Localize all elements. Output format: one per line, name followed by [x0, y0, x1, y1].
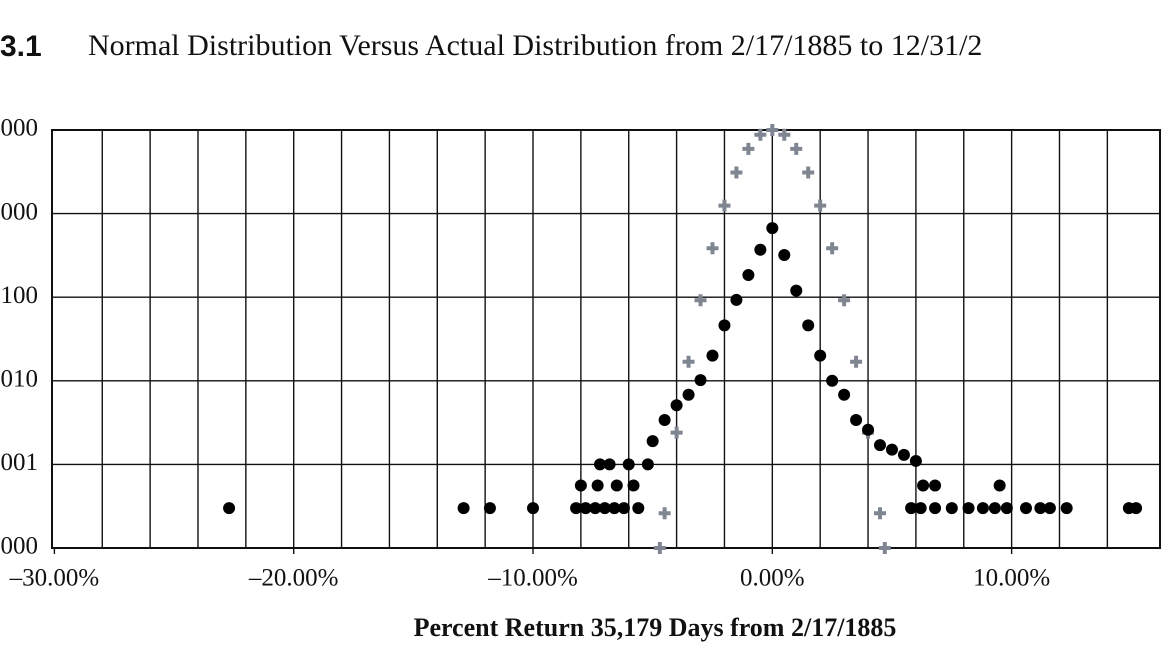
point [603, 458, 616, 471]
chart-title: Normal Distribution Versus Actual Distri… [88, 29, 982, 62]
point [730, 166, 743, 179]
point [632, 502, 645, 515]
point [641, 458, 654, 471]
point [885, 443, 898, 456]
point [850, 355, 863, 368]
point [694, 294, 707, 307]
point [862, 423, 875, 436]
y-tick-label: 001 [1, 449, 39, 476]
point [802, 319, 815, 332]
point [718, 319, 731, 332]
point [914, 502, 927, 515]
point [608, 502, 621, 515]
point [591, 479, 604, 492]
point [790, 284, 803, 297]
point [874, 507, 887, 520]
point [670, 399, 683, 412]
y-tick-label: 000 [1, 533, 39, 560]
point [457, 502, 470, 515]
point [579, 502, 592, 515]
point [878, 542, 891, 554]
point [646, 435, 659, 448]
point [682, 388, 695, 401]
point [826, 374, 839, 387]
point [742, 269, 755, 282]
point [993, 479, 1006, 492]
point [905, 502, 918, 515]
point [929, 479, 942, 492]
point [653, 542, 666, 554]
point [814, 349, 827, 362]
point [766, 222, 779, 235]
point [223, 502, 236, 515]
point [706, 242, 719, 255]
point [658, 413, 671, 426]
y-tick-label: 100 [1, 282, 39, 309]
point [976, 502, 989, 515]
point [802, 166, 815, 179]
point [766, 124, 779, 136]
x-axis-label: Percent Return 35,179 Days from 2/17/188… [414, 613, 897, 642]
x-tick-label: 10.00% [973, 565, 1050, 592]
y-tick-label: 000 [1, 115, 39, 142]
point [682, 355, 695, 368]
point [897, 448, 910, 461]
point [718, 199, 731, 212]
point [790, 142, 803, 155]
point [483, 502, 496, 515]
point [988, 502, 1001, 515]
point [1019, 502, 1032, 515]
point [694, 374, 707, 387]
point [909, 454, 922, 467]
y-tick-label: 010 [1, 366, 39, 393]
point [814, 199, 827, 212]
point [622, 458, 635, 471]
point [594, 458, 607, 471]
point [874, 439, 887, 452]
figure-number: 3.1 [0, 30, 42, 63]
point [1034, 502, 1047, 515]
point [527, 502, 540, 515]
point [570, 502, 583, 515]
point [627, 479, 640, 492]
point [962, 502, 975, 515]
point [929, 502, 942, 515]
point [850, 413, 863, 426]
point [742, 142, 755, 155]
point [754, 128, 767, 141]
x-tick-label: –10.00% [487, 565, 578, 592]
point [778, 128, 791, 141]
point [598, 502, 611, 515]
point [838, 294, 851, 307]
x-tick-label: –30.00% [9, 565, 100, 592]
point [778, 248, 791, 261]
point [670, 426, 683, 439]
point [754, 243, 767, 256]
x-tick-label: –20.00% [248, 565, 339, 592]
point [617, 502, 630, 515]
point [945, 502, 958, 515]
y-tick-label: 000 [1, 198, 39, 225]
point [574, 479, 587, 492]
point [838, 388, 851, 401]
point [1130, 502, 1143, 515]
point [730, 293, 743, 306]
point [917, 479, 930, 492]
point [589, 502, 602, 515]
point [826, 242, 839, 255]
point [1000, 502, 1013, 515]
point [610, 479, 623, 492]
point [658, 507, 671, 520]
point [1043, 502, 1056, 515]
point [1060, 502, 1073, 515]
x-tick-label: 0.00% [740, 565, 805, 592]
point [706, 349, 719, 362]
